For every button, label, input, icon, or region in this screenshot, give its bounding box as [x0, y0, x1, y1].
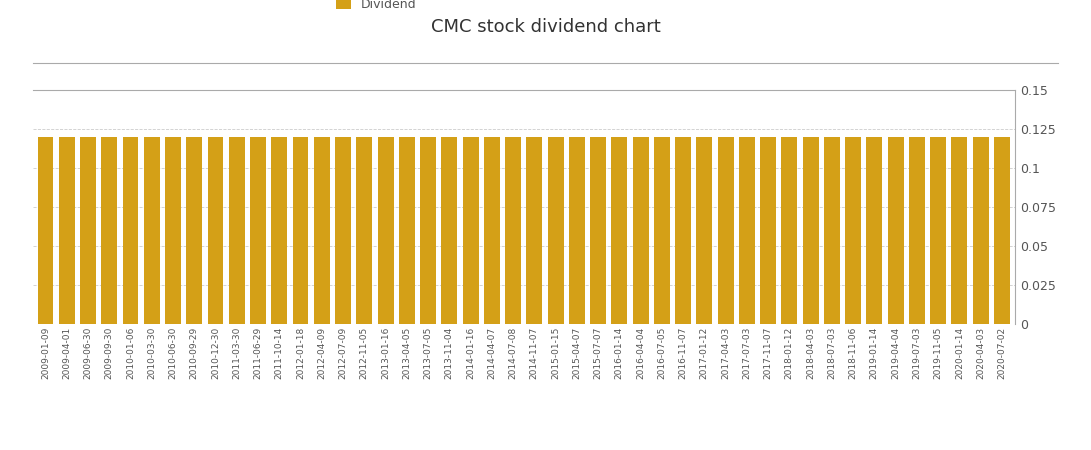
Bar [101, 137, 117, 324]
Bar [229, 137, 244, 324]
Bar [357, 137, 372, 324]
Bar [696, 137, 712, 324]
Bar [122, 137, 139, 324]
Bar [250, 137, 266, 324]
Bar [399, 137, 415, 324]
Bar [994, 137, 1010, 324]
Bar [207, 137, 224, 324]
Bar [272, 137, 287, 324]
Text: CMC stock dividend chart: CMC stock dividend chart [431, 18, 660, 36]
Bar [909, 137, 925, 324]
Bar [739, 137, 755, 324]
Bar [866, 137, 883, 324]
Bar [718, 137, 733, 324]
Bar [633, 137, 648, 324]
Bar [888, 137, 903, 324]
Bar [442, 137, 457, 324]
Bar [931, 137, 946, 324]
Bar [973, 137, 988, 324]
Bar [165, 137, 181, 324]
Bar [611, 137, 627, 324]
Bar [420, 137, 436, 324]
Bar [568, 137, 585, 324]
Bar [59, 137, 74, 324]
Bar [377, 137, 394, 324]
Bar [526, 137, 542, 324]
Bar [654, 137, 670, 324]
Bar [144, 137, 159, 324]
Bar [505, 137, 521, 324]
Bar [37, 137, 53, 324]
Bar [846, 137, 861, 324]
Bar [187, 137, 202, 324]
Bar [548, 137, 564, 324]
Bar [803, 137, 818, 324]
Bar [590, 137, 606, 324]
Bar [463, 137, 479, 324]
Bar [760, 137, 776, 324]
Bar [675, 137, 691, 324]
Legend: Dividend: Dividend [336, 0, 417, 11]
Bar [335, 137, 351, 324]
Bar [781, 137, 798, 324]
Bar [80, 137, 96, 324]
Bar [824, 137, 840, 324]
Bar [483, 137, 500, 324]
Bar [292, 137, 309, 324]
Bar [951, 137, 968, 324]
Bar [314, 137, 329, 324]
